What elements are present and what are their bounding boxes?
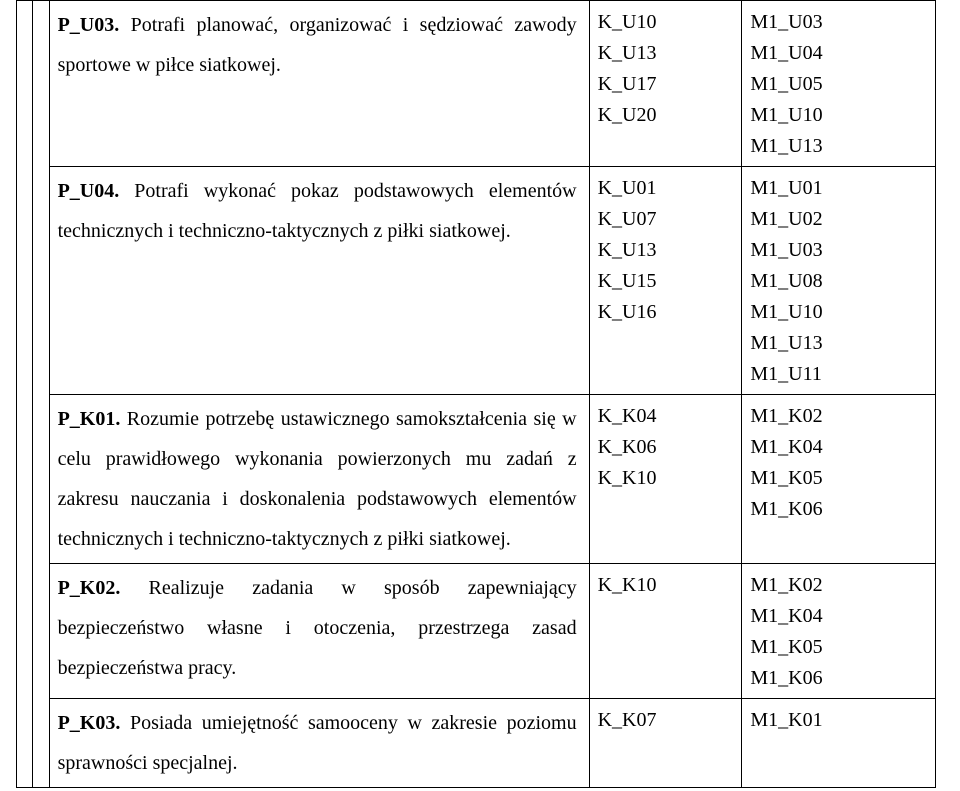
k-codes: K_K10 [598,568,734,601]
outcome-text: Potrafi wykonać pokaz podstawowych eleme… [58,180,577,242]
m-codes: M1_K02 M1_K04 M1_K05 M1_K06 [750,568,927,694]
table-row: P_U03. Potrafi planować, organizować i s… [17,1,936,167]
outcome-code: P_U03. [58,14,120,36]
table-row: P_U04. Potrafi wykonać pokaz podstawowyc… [17,167,936,395]
outcome-description: P_U03. Potrafi planować, organizować i s… [58,5,581,85]
blank-cell [33,1,49,788]
m-codes: M1_K01 [750,703,927,736]
outcome-description: P_K03. Posiada umiejętność samooceny w z… [58,703,581,783]
outcome-text: Potrafi planować, organizować i sędziowa… [58,14,577,76]
blank-cell [17,1,33,788]
outcome-description: P_K01. Rozumie potrzebę ustawicznego sam… [58,399,581,559]
outcome-code: P_K01. [58,408,121,430]
m-codes: M1_K02 M1_K04 M1_K05 M1_K06 [750,399,927,525]
outcome-code: P_K02. [58,577,121,599]
m-codes: M1_U03 M1_U04 M1_U05 M1_U10 M1_U13 [750,5,927,162]
k-codes: K_K04 K_K06 K_K10 [598,399,734,494]
table-row: P_K02. Realizuje zadania w sposób zapewn… [17,564,936,699]
outcome-description: P_K02. Realizuje zadania w sposób zapewn… [58,568,581,688]
outcome-text: Rozumie potrzebę ustawicznego samokształ… [58,408,577,550]
outcomes-table: P_U03. Potrafi planować, organizować i s… [16,0,936,788]
table-row: P_K03. Posiada umiejętność samooceny w z… [17,699,936,788]
outcome-description: P_U04. Potrafi wykonać pokaz podstawowyc… [58,171,581,251]
k-codes: K_U10 K_U13 K_U17 K_U20 [598,5,734,131]
outcome-code: P_K03. [58,712,121,734]
table-row: P_K01. Rozumie potrzebę ustawicznego sam… [17,395,936,564]
outcome-text: Posiada umiejętność samooceny w zakresie… [58,712,577,774]
k-codes: K_K07 [598,703,734,736]
m-codes: M1_U01 M1_U02 M1_U03 M1_U08 M1_U10 M1_U1… [750,171,927,390]
outcome-code: P_U04. [58,180,120,202]
k-codes: K_U01 K_U07 K_U13 K_U15 K_U16 [598,171,734,328]
outcome-text: Realizuje zadania w sposób zapewniający … [58,577,577,679]
